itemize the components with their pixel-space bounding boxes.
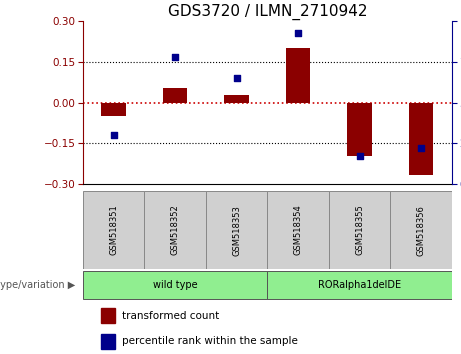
Bar [101, 334, 115, 349]
Bar [83, 191, 144, 269]
Point [295, 30, 302, 35]
Text: GSM518355: GSM518355 [355, 205, 364, 256]
Text: GSM518352: GSM518352 [171, 205, 180, 256]
Point [417, 145, 425, 151]
Point [171, 54, 179, 60]
Point [110, 132, 118, 138]
Bar [83, 271, 267, 299]
Bar [267, 271, 452, 299]
Title: GDS3720 / ILMN_2710942: GDS3720 / ILMN_2710942 [168, 4, 367, 20]
Bar [101, 103, 126, 116]
Text: GSM518356: GSM518356 [417, 205, 426, 256]
Text: GSM518353: GSM518353 [232, 205, 241, 256]
Text: RORalpha1delDE: RORalpha1delDE [318, 280, 401, 290]
Bar [409, 103, 433, 175]
Bar [347, 103, 372, 156]
Text: transformed count: transformed count [122, 311, 219, 321]
Point [233, 75, 240, 81]
Bar [101, 308, 115, 323]
Bar [163, 88, 188, 103]
Bar [206, 191, 267, 269]
Text: genotype/variation ▶: genotype/variation ▶ [0, 280, 76, 290]
Bar [390, 191, 452, 269]
Point [356, 154, 363, 159]
Bar [286, 48, 310, 103]
Bar [329, 191, 390, 269]
Text: GSM518351: GSM518351 [109, 205, 118, 256]
Text: wild type: wild type [153, 280, 197, 290]
Bar [144, 191, 206, 269]
Bar [267, 191, 329, 269]
Text: GSM518354: GSM518354 [294, 205, 302, 256]
Bar [225, 95, 249, 103]
Text: percentile rank within the sample: percentile rank within the sample [122, 336, 298, 346]
